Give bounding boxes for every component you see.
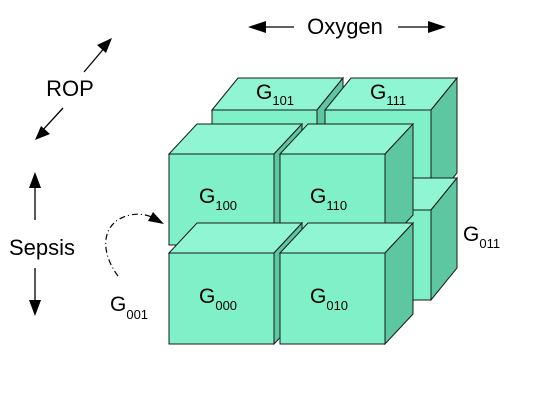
hidden-cube-pointer (105, 213, 155, 277)
label-g001: G001 (110, 293, 148, 322)
label-g000: G000 (199, 285, 237, 313)
label-g111: G111 (370, 81, 406, 108)
rop-axis-arrow (35, 38, 112, 140)
label-g101: G101 (256, 81, 294, 108)
cube-front-right-bottom (278, 221, 415, 346)
label-g100: G100 (199, 185, 237, 213)
oxygen-axis-arrow (248, 21, 446, 33)
label-g110: G110 (310, 185, 347, 213)
label-g011: G011 (463, 223, 500, 251)
label-g010: G010 (310, 285, 348, 313)
sepsis-axis-arrow (29, 172, 41, 316)
sepsis-label: Sepsis (9, 235, 75, 260)
rop-label: ROP (46, 76, 94, 101)
hidden-cube-pointer-head (148, 212, 164, 224)
oxygen-label: Oxygen (307, 14, 383, 39)
